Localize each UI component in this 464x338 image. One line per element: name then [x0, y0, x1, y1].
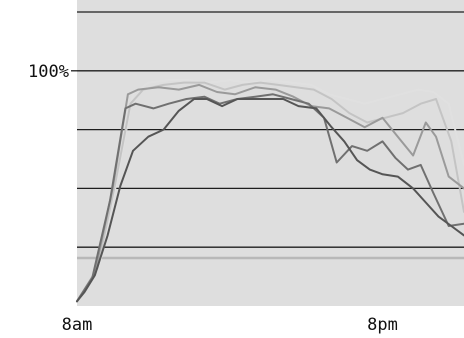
series-line-3 [76, 83, 464, 303]
x-tick-label: 8pm [367, 315, 398, 334]
plot-area [77, 0, 464, 306]
series-line-2 [76, 93, 464, 303]
x-tick-label: 8am [62, 315, 93, 334]
series-lines [76, 79, 464, 303]
y-tick-label: 100% [28, 62, 69, 82]
gridlines [77, 11, 464, 260]
series-line-4 [76, 81, 464, 303]
tick-labels: 100% 8am 8pm [28, 62, 398, 335]
series-line-1 [76, 98, 464, 303]
